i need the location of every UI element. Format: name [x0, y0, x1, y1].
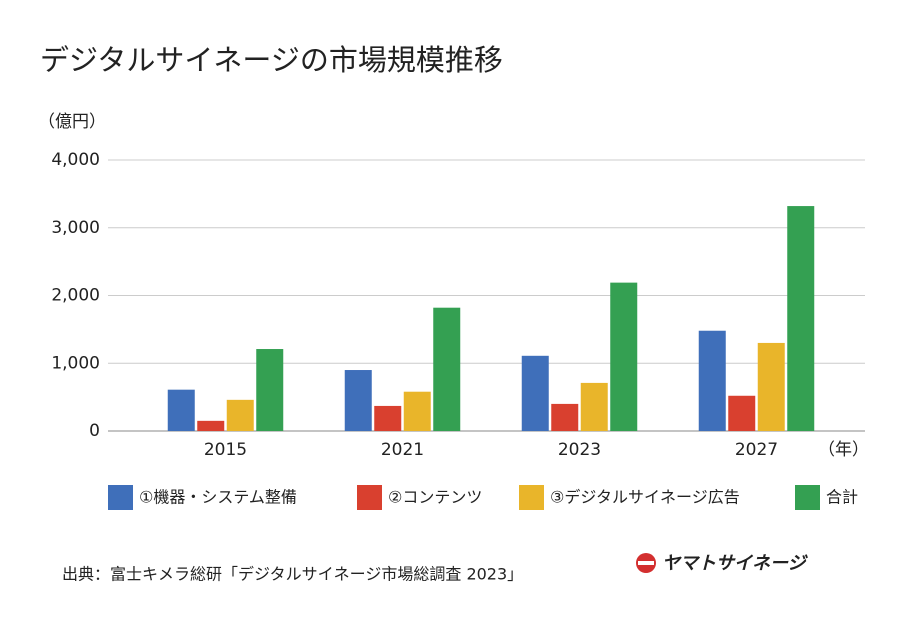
bar: [433, 307, 461, 431]
legend-label: ①機器・システム整備: [139, 488, 297, 507]
bar: [728, 395, 756, 431]
bar: [256, 349, 284, 431]
bar: [167, 389, 195, 431]
bar: [698, 330, 726, 431]
legend-swatch: [795, 485, 820, 510]
bar: [226, 399, 254, 431]
y-tick-label: 2,000: [51, 286, 100, 306]
bar: [787, 206, 815, 431]
x-axis-label: （年）: [818, 440, 869, 460]
y-tick-label: 1,000: [51, 353, 100, 373]
legend-swatch: [108, 485, 133, 510]
bar: [580, 382, 608, 431]
bar: [610, 282, 638, 431]
bar: [757, 342, 785, 431]
logo-icon-bar: [638, 561, 654, 565]
x-tick-label: 2015: [204, 440, 247, 460]
y-tick-label: 4,000: [51, 150, 100, 170]
x-tick-label: 2023: [558, 440, 601, 460]
x-tick-label: 2021: [381, 440, 424, 460]
legend-swatch: [357, 485, 382, 510]
legend-label: ②コンテンツ: [388, 488, 482, 507]
x-tick-label: 2027: [735, 440, 778, 460]
logo: ヤマトサイネージ: [662, 553, 809, 574]
bar: [374, 405, 402, 431]
legend-label: ③デジタルサイネージ広告: [550, 488, 740, 507]
y-tick-label: 3,000: [51, 218, 100, 238]
bar: [521, 355, 549, 431]
bar: [551, 403, 579, 431]
legend-swatch: [519, 485, 544, 510]
chart-title: デジタルサイネージの市場規模推移: [40, 43, 503, 77]
bar: [403, 391, 431, 431]
source: 出典：富士キメラ総研「デジタルサイネージ市場総調査 2023」: [62, 565, 523, 584]
y-axis-label: （億円）: [38, 112, 106, 132]
y-tick-label: 0: [89, 421, 100, 441]
legend-label: 合計: [826, 488, 858, 507]
bar: [344, 370, 372, 431]
bar: [197, 420, 225, 431]
